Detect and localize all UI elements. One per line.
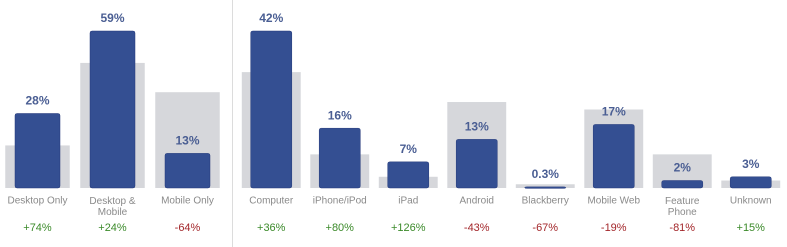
value-label: 42% (259, 11, 283, 25)
category-label: Computer (249, 196, 294, 207)
value-label: 2% (674, 161, 692, 175)
bar (524, 186, 567, 189)
value-label: 13% (465, 120, 489, 134)
category-label: Mobile Web (587, 196, 640, 207)
value-label: 59% (100, 11, 124, 25)
change-label: -19% (601, 222, 627, 234)
category-label: Feature Phone (665, 196, 700, 218)
category-label: Unknown (730, 196, 772, 207)
value-label: 0.3% (532, 167, 560, 181)
category-label: Desktop & Mobile (89, 196, 135, 218)
comparison-bar (515, 184, 575, 188)
change-label: +24% (98, 222, 127, 234)
change-label: -64% (175, 222, 201, 234)
change-label: -43% (464, 222, 490, 234)
category-label: Desktop Only (7, 196, 67, 207)
change-label: +74% (23, 222, 52, 234)
value-label: 16% (328, 108, 352, 122)
bar (164, 153, 211, 189)
value-label: 17% (602, 105, 626, 119)
change-label: +36% (257, 222, 286, 234)
bar (318, 127, 361, 189)
bar (592, 124, 635, 189)
category-label: Blackberry (522, 196, 569, 207)
bar (89, 30, 136, 189)
bar (387, 161, 430, 189)
change-label: +126% (391, 222, 426, 234)
bar (14, 113, 61, 189)
value-label: 28% (25, 94, 49, 108)
category-label: iPhone/iPod (313, 196, 367, 207)
value-label: 13% (175, 134, 199, 148)
change-label: -81% (669, 222, 695, 234)
change-label: +80% (326, 222, 355, 234)
bar (729, 176, 772, 189)
category-label: Mobile Only (161, 196, 214, 207)
bar (455, 139, 498, 189)
value-label: 3% (742, 157, 760, 171)
bar (250, 30, 293, 189)
change-label: +15% (737, 222, 766, 234)
bar (661, 180, 704, 189)
change-label: -67% (532, 222, 558, 234)
category-label: Android (460, 196, 494, 207)
value-label: 7% (400, 142, 418, 156)
category-label: iPad (398, 196, 418, 207)
